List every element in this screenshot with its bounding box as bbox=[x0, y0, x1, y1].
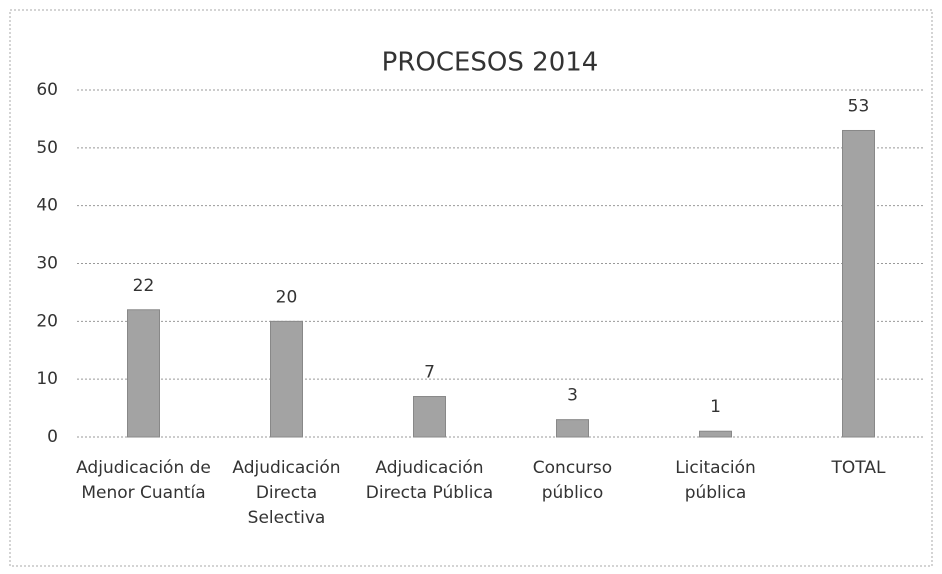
x-tick-label: Adjudicación Directa Pública bbox=[365, 458, 494, 503]
y-tick-label: 40 bbox=[36, 196, 58, 216]
y-tick-label: 50 bbox=[36, 138, 58, 158]
x-tick-label: Licitación pública bbox=[675, 458, 756, 503]
y-tick-label: 10 bbox=[36, 369, 58, 389]
x-tick-label: Adjudicación de Menor Cuantía bbox=[76, 458, 211, 503]
data-label: 3 bbox=[567, 386, 578, 406]
bar bbox=[127, 309, 160, 438]
x-tick-label: Concurso público bbox=[532, 458, 613, 503]
bar bbox=[556, 419, 589, 438]
y-tick-label: 0 bbox=[47, 427, 58, 447]
data-label: 53 bbox=[848, 96, 870, 116]
data-label: 22 bbox=[133, 276, 155, 296]
x-tick-label: TOTAL bbox=[831, 458, 886, 478]
bar bbox=[842, 129, 875, 438]
chart-title: PROCESOS 2014 bbox=[382, 48, 599, 78]
y-tick-label: 30 bbox=[36, 254, 58, 274]
data-label: 20 bbox=[276, 287, 298, 307]
data-label: 1 bbox=[710, 397, 721, 417]
y-tick-label: 60 bbox=[36, 80, 58, 100]
data-label: 7 bbox=[424, 363, 435, 383]
chart-frame bbox=[9, 9, 933, 567]
x-tick-label: Adjudicación Directa Selectiva bbox=[232, 458, 341, 528]
y-tick-label: 20 bbox=[36, 311, 58, 331]
bar bbox=[413, 396, 446, 438]
bar bbox=[270, 320, 303, 438]
bar bbox=[699, 430, 732, 438]
